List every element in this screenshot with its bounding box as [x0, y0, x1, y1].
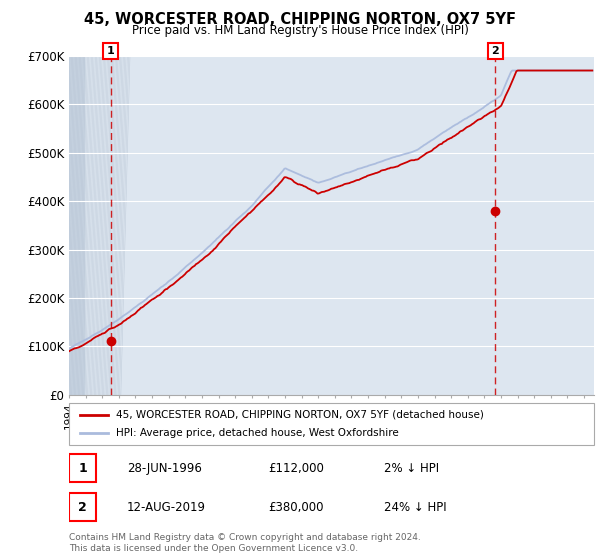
Text: £380,000: £380,000 — [269, 501, 324, 514]
Text: £112,000: £112,000 — [269, 461, 325, 474]
FancyBboxPatch shape — [69, 454, 96, 482]
Text: 2% ↓ HPI: 2% ↓ HPI — [384, 461, 439, 474]
FancyBboxPatch shape — [69, 493, 96, 521]
Text: Contains HM Land Registry data © Crown copyright and database right 2024.
This d: Contains HM Land Registry data © Crown c… — [69, 533, 421, 553]
Text: 24% ↓ HPI: 24% ↓ HPI — [384, 501, 446, 514]
Text: 45, WORCESTER ROAD, CHIPPING NORTON, OX7 5YF: 45, WORCESTER ROAD, CHIPPING NORTON, OX7… — [84, 12, 516, 27]
Polygon shape — [69, 56, 84, 395]
Text: Price paid vs. HM Land Registry's House Price Index (HPI): Price paid vs. HM Land Registry's House … — [131, 24, 469, 36]
Text: 1: 1 — [107, 46, 115, 56]
Text: HPI: Average price, detached house, West Oxfordshire: HPI: Average price, detached house, West… — [116, 428, 399, 438]
Text: 12-AUG-2019: 12-AUG-2019 — [127, 501, 206, 514]
Text: 28-JUN-1996: 28-JUN-1996 — [127, 461, 202, 474]
Text: 2: 2 — [491, 46, 499, 56]
Text: 1: 1 — [78, 461, 87, 474]
Text: 45, WORCESTER ROAD, CHIPPING NORTON, OX7 5YF (detached house): 45, WORCESTER ROAD, CHIPPING NORTON, OX7… — [116, 410, 484, 420]
FancyBboxPatch shape — [69, 403, 594, 445]
Text: 2: 2 — [78, 501, 87, 514]
